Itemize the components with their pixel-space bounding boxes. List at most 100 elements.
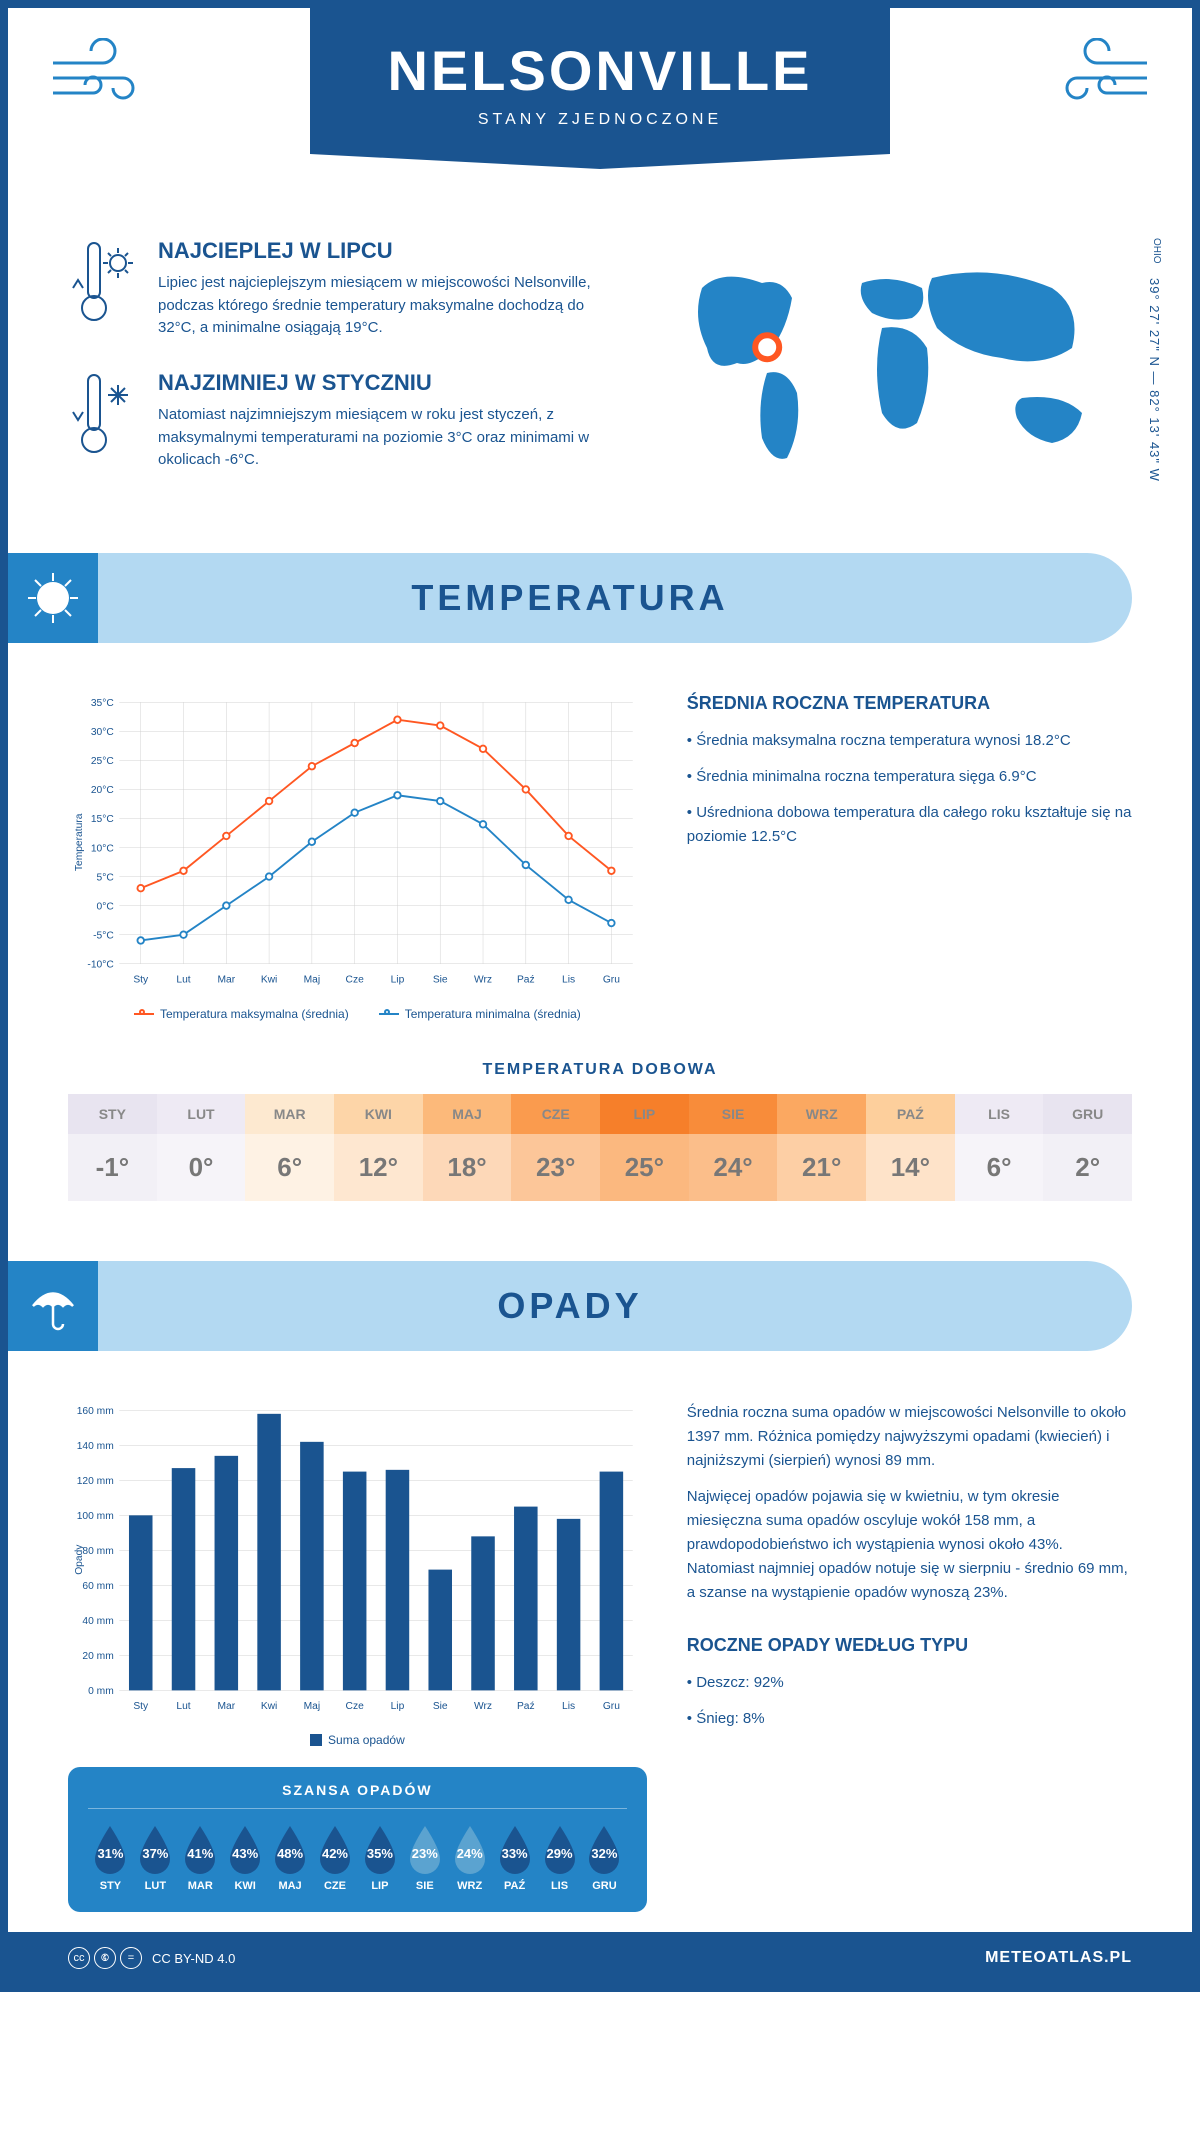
precip-text-1: Średnia roczna suma opadów w miejscowośc… [687, 1401, 1132, 1473]
thermometer-hot-icon [68, 238, 138, 340]
svg-text:60 mm: 60 mm [82, 1581, 113, 1592]
svg-text:10°C: 10°C [91, 843, 115, 854]
daily-temp-cell: MAR6° [245, 1094, 334, 1201]
svg-text:Maj: Maj [304, 974, 321, 985]
footer: cc 🅮 = CC BY-ND 4.0 METEOATLAS.PL [8, 1932, 1192, 1984]
svg-text:Lip: Lip [391, 1701, 405, 1712]
hot-fact: NAJCIEPLEJ W LIPCU Lipiec jest najcieple… [68, 238, 612, 340]
temp-bullet: Średnia maksymalna roczna temperatura wy… [687, 729, 1132, 753]
by-icon: 🅮 [94, 1947, 116, 1969]
chance-drop: 42%CZE [313, 1824, 358, 1892]
svg-text:20°C: 20°C [91, 785, 115, 796]
svg-text:Kwi: Kwi [261, 974, 278, 985]
cold-fact-text: Natomiast najzimniejszym miesiącem w rok… [158, 404, 612, 472]
precip-type-item: Śnieg: 8% [687, 1707, 1132, 1731]
temp-chart-legend: Temperatura maksymalna (średnia) Tempera… [68, 1007, 647, 1021]
city-name: NELSONVILLE [350, 38, 850, 103]
svg-text:Wrz: Wrz [474, 1701, 492, 1712]
svg-text:5°C: 5°C [97, 872, 115, 883]
svg-text:Lut: Lut [176, 1701, 190, 1712]
chance-drop: 31%STY [88, 1824, 133, 1892]
world-map-block: OHIO 39° 27' 27" N — 82° 13' 43" W [652, 238, 1132, 503]
svg-text:Mar: Mar [217, 974, 235, 985]
svg-text:15°C: 15°C [91, 814, 115, 825]
title-banner: NELSONVILLE STANY ZJEDNOCZONE [310, 8, 890, 154]
daily-temp-cell: GRU2° [1043, 1094, 1132, 1201]
svg-text:Sie: Sie [433, 1701, 448, 1712]
temperature-section-header: TEMPERATURA [8, 553, 1132, 643]
chance-title: SZANSA OPADÓW [88, 1782, 627, 1809]
svg-text:Sty: Sty [133, 974, 149, 985]
svg-text:Sty: Sty [133, 1701, 149, 1712]
precip-legend-label: Suma opadów [328, 1733, 405, 1747]
precipitation-chance-panel: SZANSA OPADÓW 31%STY37%LUT41%MAR43%KWI48… [68, 1767, 647, 1912]
precipitation-bar-chart: 0 mm20 mm40 mm60 mm80 mm100 mm120 mm140 … [68, 1401, 647, 1718]
daily-temperature-table: TEMPERATURA DOBOWA STY-1°LUT0°MAR6°KWI12… [8, 1041, 1192, 1241]
svg-text:-10°C: -10°C [87, 959, 114, 970]
chance-drop: 35%LIP [357, 1824, 402, 1892]
svg-text:120 mm: 120 mm [77, 1476, 114, 1487]
temperature-title: TEMPERATURA [28, 577, 1112, 619]
svg-text:Kwi: Kwi [261, 1701, 278, 1712]
site-name: METEOATLAS.PL [985, 1949, 1132, 1967]
daily-temp-cell: CZE23° [511, 1094, 600, 1201]
precip-type-item: Deszcz: 92% [687, 1671, 1132, 1695]
svg-text:Maj: Maj [304, 1701, 321, 1712]
svg-text:0°C: 0°C [97, 901, 115, 912]
svg-text:80 mm: 80 mm [82, 1546, 113, 1557]
coordinates: 39° 27' 27" N — 82° 13' 43" W [1147, 278, 1162, 482]
svg-text:Temperatura: Temperatura [74, 813, 85, 871]
precip-type-title: ROCZNE OPADY WEDŁUG TYPU [687, 1635, 1132, 1656]
daily-temp-cell: LUT0° [157, 1094, 246, 1201]
svg-text:Cze: Cze [346, 1701, 365, 1712]
svg-text:Paź: Paź [517, 974, 535, 985]
chance-drop: 33%PAŹ [492, 1824, 537, 1892]
svg-text:Lip: Lip [391, 974, 405, 985]
temp-bullet: Uśredniona dobowa temperatura dla całego… [687, 801, 1132, 849]
daily-temp-cell: PAŹ14° [866, 1094, 955, 1201]
svg-text:Lis: Lis [562, 974, 575, 985]
svg-text:100 mm: 100 mm [77, 1511, 114, 1522]
hot-fact-title: NAJCIEPLEJ W LIPCU [158, 238, 612, 264]
svg-text:Gru: Gru [603, 1701, 620, 1712]
legend-max-label: Temperatura maksymalna (średnia) [160, 1007, 349, 1021]
hot-fact-text: Lipiec jest najcieplejszym miesiącem w m… [158, 272, 612, 340]
cc-icons: cc 🅮 = [68, 1947, 142, 1969]
svg-text:25°C: 25°C [91, 756, 115, 767]
sun-icon [8, 553, 98, 643]
cc-icon: cc [68, 1947, 90, 1969]
svg-text:40 mm: 40 mm [82, 1616, 113, 1627]
thermometer-cold-icon [68, 370, 138, 472]
license-text: CC BY-ND 4.0 [152, 1951, 235, 1966]
svg-text:Wrz: Wrz [474, 974, 492, 985]
temperature-line-chart: -10°C-5°C0°C5°C10°C15°C20°C25°C30°C35°CS… [68, 693, 647, 992]
svg-text:20 mm: 20 mm [82, 1651, 113, 1662]
nd-icon: = [120, 1947, 142, 1969]
world-map [652, 238, 1132, 498]
svg-text:Lis: Lis [562, 1701, 575, 1712]
chance-drop: 48%MAJ [268, 1824, 313, 1892]
cold-fact: NAJZIMNIEJ W STYCZNIU Natomiast najzimni… [68, 370, 612, 472]
wind-decoration-left [48, 38, 158, 132]
country-name: STANY ZJEDNOCZONE [350, 111, 850, 129]
state-label: OHIO [1151, 238, 1162, 264]
umbrella-icon [8, 1261, 98, 1351]
annual-temp-bullets: Średnia maksymalna roczna temperatura wy… [687, 729, 1132, 849]
svg-text:Opady: Opady [74, 1543, 85, 1574]
precipitation-title: OPADY [28, 1285, 1112, 1327]
daily-temp-cell: LIP25° [600, 1094, 689, 1201]
chance-drop: 43%KWI [223, 1824, 268, 1892]
summary-section: NAJCIEPLEJ W LIPCU Lipiec jest najcieple… [8, 208, 1192, 533]
svg-text:0 mm: 0 mm [88, 1686, 114, 1697]
precipitation-section-header: OPADY [8, 1261, 1132, 1351]
svg-text:Cze: Cze [346, 974, 365, 985]
svg-text:Paź: Paź [517, 1701, 535, 1712]
chance-drop: 41%MAR [178, 1824, 223, 1892]
svg-text:160 mm: 160 mm [77, 1406, 114, 1417]
daily-temp-cell: KWI12° [334, 1094, 423, 1201]
svg-text:-5°C: -5°C [93, 930, 114, 941]
temp-bullet: Średnia minimalna roczna temperatura się… [687, 765, 1132, 789]
daily-temp-cell: WRZ21° [777, 1094, 866, 1201]
annual-temp-title: ŚREDNIA ROCZNA TEMPERATURA [687, 693, 1132, 714]
svg-text:Gru: Gru [603, 974, 620, 985]
